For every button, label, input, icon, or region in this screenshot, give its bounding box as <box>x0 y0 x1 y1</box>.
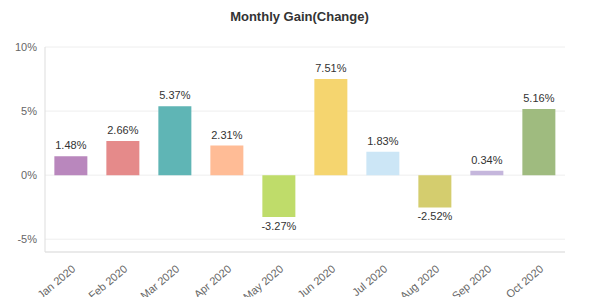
html-text:Monthly Gain(Change): Monthly Gain(Change) <box>230 9 369 24</box>
svg-text:Jan 2020: Jan 2020 <box>35 262 77 297</box>
svg-text:7.51%: 7.51% <box>315 62 346 74</box>
svg-text:Jun 2020: Jun 2020 <box>295 262 337 297</box>
svg-text:1.83%: 1.83% <box>367 135 398 147</box>
svg-text:Mar 2020: Mar 2020 <box>138 262 181 297</box>
svg-text:Sep 2020: Sep 2020 <box>450 262 494 297</box>
svg-text:-5%: -5% <box>17 233 37 245</box>
svg-text:10%: 10% <box>15 41 37 53</box>
svg-text:Jul 2020: Jul 2020 <box>350 262 390 297</box>
svg-text:5%: 5% <box>21 105 37 117</box>
svg-text:Feb 2020: Feb 2020 <box>86 262 129 297</box>
svg-text:0%: 0% <box>21 169 37 181</box>
svg-text:2.31%: 2.31% <box>211 129 242 141</box>
svg-text:2.66%: 2.66% <box>107 124 138 136</box>
svg-text:5.16%: 5.16% <box>523 92 554 104</box>
svg-text:5.37%: 5.37% <box>159 89 190 101</box>
svg-text:-2.52%: -2.52% <box>417 210 452 222</box>
svg-text:0.34%: 0.34% <box>471 154 502 166</box>
svg-text:May 2020: May 2020 <box>241 262 286 297</box>
svg-text:1.48%: 1.48% <box>55 139 86 151</box>
svg-text:Apr 2020: Apr 2020 <box>192 262 234 297</box>
svg-text:-3.27%: -3.27% <box>261 220 296 232</box>
svg-text:Aug 2020: Aug 2020 <box>398 262 442 297</box>
svg-text:Oct 2020: Oct 2020 <box>504 262 546 297</box>
